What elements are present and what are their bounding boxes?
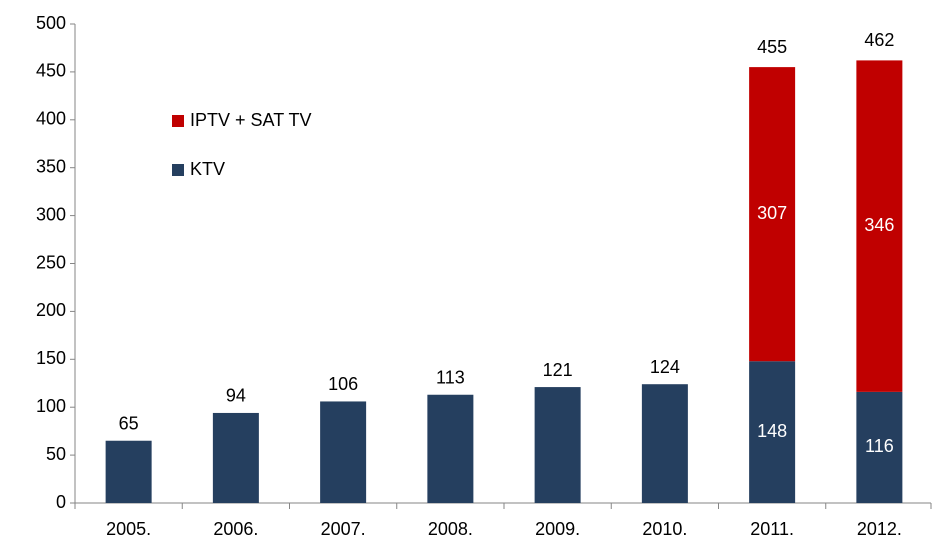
- value-label: 307: [757, 203, 787, 223]
- value-label: 121: [543, 360, 573, 380]
- value-label: 65: [119, 413, 139, 433]
- y-tick-label: 350: [36, 156, 66, 176]
- value-label: 124: [650, 357, 680, 377]
- y-tick-label: 150: [36, 348, 66, 368]
- value-label: 346: [864, 215, 894, 235]
- y-tick-label: 200: [36, 300, 66, 320]
- value-label: 113: [436, 367, 465, 387]
- y-tick-label: 0: [56, 492, 66, 512]
- x-tick-label: 2012.: [857, 519, 902, 539]
- bar-segment: [212, 412, 259, 503]
- x-tick-label: 2009.: [535, 519, 580, 539]
- y-tick-label: 500: [36, 13, 66, 33]
- bar-segment: [427, 394, 474, 503]
- x-tick-label: 2006.: [213, 519, 258, 539]
- value-label: 116: [865, 436, 894, 456]
- bar-segment: [641, 384, 688, 503]
- bar-segment: [105, 440, 152, 503]
- legend-swatch: [172, 115, 184, 127]
- y-tick-label: 50: [46, 444, 66, 464]
- total-label: 462: [864, 30, 894, 50]
- value-label: 94: [226, 386, 246, 406]
- y-tick-label: 250: [36, 252, 66, 272]
- legend-swatch: [172, 164, 184, 176]
- bar-segment: [534, 387, 581, 503]
- x-tick-label: 2008.: [428, 519, 473, 539]
- y-tick-label: 400: [36, 109, 66, 129]
- x-tick-label: 2010.: [642, 519, 687, 539]
- bar-segment: [320, 401, 367, 503]
- total-label: 455: [757, 37, 787, 57]
- x-tick-label: 2011.: [750, 519, 794, 539]
- y-tick-label: 300: [36, 204, 66, 224]
- x-tick-label: 2005.: [106, 519, 151, 539]
- y-tick-label: 100: [36, 396, 66, 416]
- x-tick-label: 2007.: [321, 519, 366, 539]
- bar-segment: [856, 60, 903, 392]
- legend-label: IPTV + SAT TV: [190, 110, 312, 130]
- bar-segment: [749, 67, 796, 362]
- bar-segment: [749, 361, 796, 503]
- value-label: 148: [757, 421, 787, 441]
- value-label: 106: [328, 374, 358, 394]
- bar-segment: [856, 391, 903, 503]
- legend-label: KTV: [190, 159, 225, 179]
- y-tick-label: 450: [36, 61, 66, 81]
